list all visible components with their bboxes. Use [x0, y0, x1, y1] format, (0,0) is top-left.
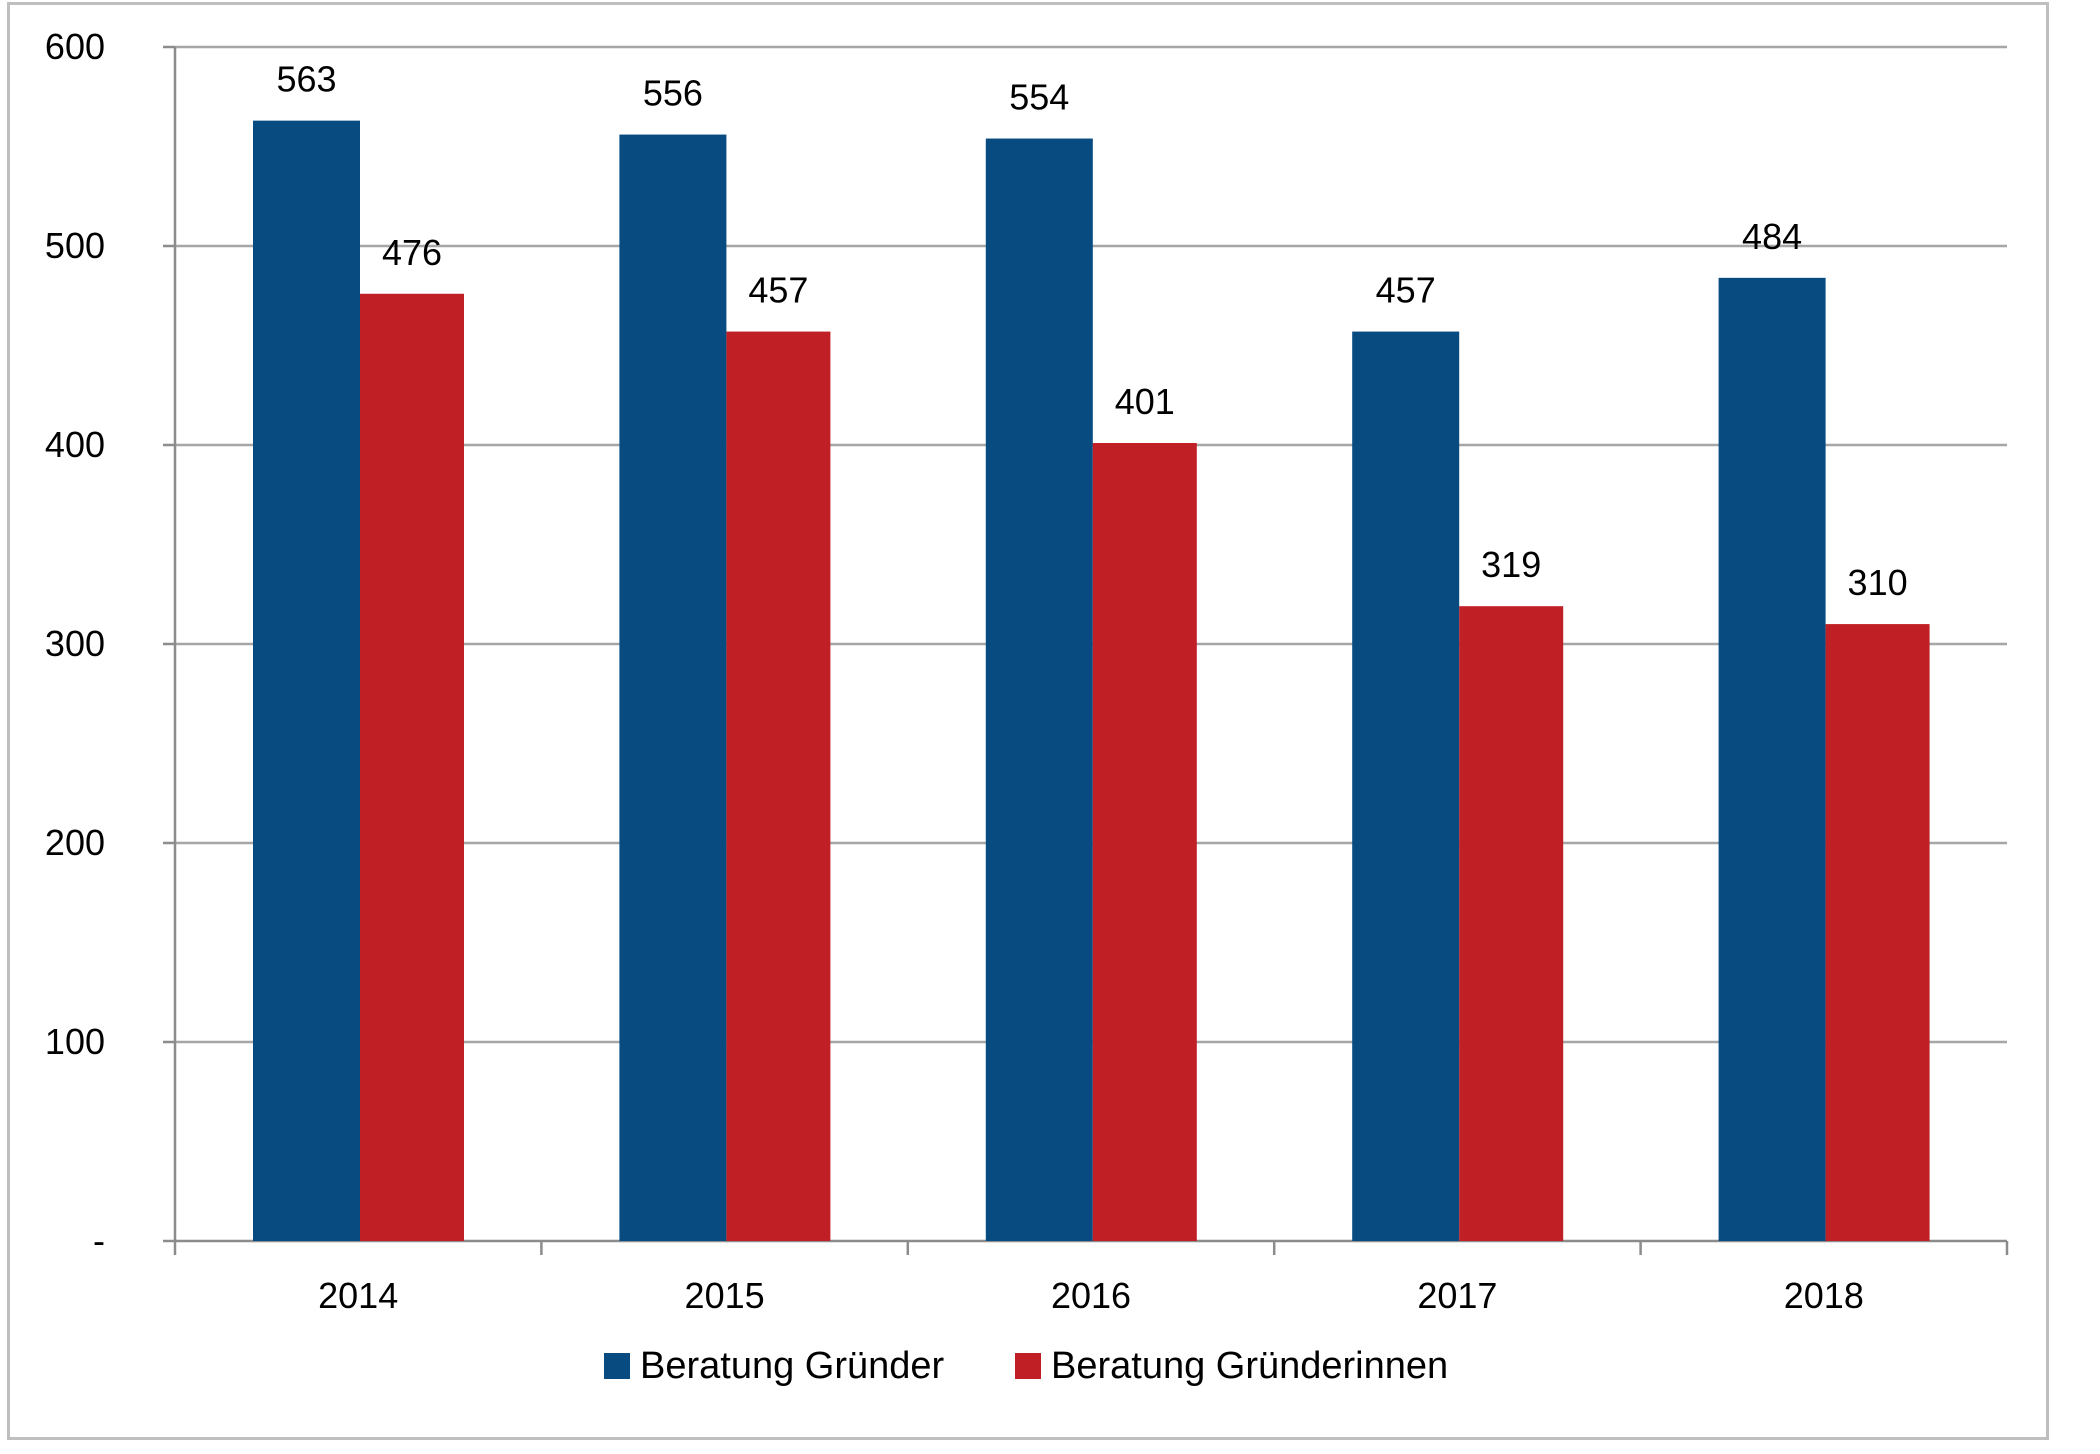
- y-tick-label: 500: [45, 225, 105, 266]
- x-tick-label: 2015: [685, 1275, 765, 1316]
- bar-gruenderinnen-2014: [360, 293, 464, 1241]
- bar-gruender-2018: [1718, 277, 1826, 1242]
- data-label: 556: [643, 73, 703, 114]
- data-label: 554: [1009, 77, 1069, 118]
- legend-label: Beratung Gründerinnen: [1051, 1345, 1448, 1387]
- legend-swatch: [604, 1353, 630, 1379]
- legend-label: Beratung Gründer: [640, 1345, 945, 1387]
- y-tick-label: 200: [45, 822, 105, 863]
- data-label: 319: [1481, 544, 1541, 585]
- bar-gruender-2016: [985, 138, 1093, 1241]
- bar-gruenderinnen-2017: [1459, 606, 1564, 1241]
- data-label: 401: [1115, 381, 1175, 422]
- x-tick-label: 2017: [1417, 1275, 1497, 1316]
- y-tick-label: 600: [45, 26, 105, 67]
- data-labels: 563 476 556 457 554 401 457 319 484 310: [276, 59, 1907, 603]
- bar-gruender-2015: [619, 134, 727, 1241]
- y-tick-label: 100: [45, 1021, 105, 1062]
- y-tick-label: -: [93, 1220, 105, 1261]
- data-label: 484: [1742, 216, 1802, 257]
- bar-gruender-2014: [253, 120, 360, 1241]
- data-label: 457: [1376, 270, 1436, 311]
- legend-swatch: [1015, 1353, 1041, 1379]
- bar-gruenderinnen-2016: [1092, 443, 1197, 1241]
- bar-gruenderinnen-2015: [726, 331, 831, 1241]
- y-tick-label: 300: [45, 623, 105, 664]
- x-tick-label: 2014: [318, 1275, 398, 1316]
- axes: - 100 200 300 400 500 600 2014 2015 2016 2017 2018: [45, 26, 2009, 1316]
- x-tick-label: 2016: [1051, 1275, 1131, 1316]
- data-label: 563: [276, 59, 336, 100]
- bar-gruender-2017: [1352, 331, 1460, 1241]
- x-tick-label: 2018: [1784, 1275, 1864, 1316]
- bar-gruenderinnen-2018: [1825, 624, 1930, 1241]
- data-label: 310: [1848, 562, 1908, 603]
- data-label: 476: [382, 232, 442, 273]
- bars: [253, 120, 1930, 1242]
- data-label: 457: [748, 270, 808, 311]
- y-tick-label: 400: [45, 424, 105, 465]
- legend: Beratung Gründer Beratung Gründerinnen: [604, 1345, 1448, 1387]
